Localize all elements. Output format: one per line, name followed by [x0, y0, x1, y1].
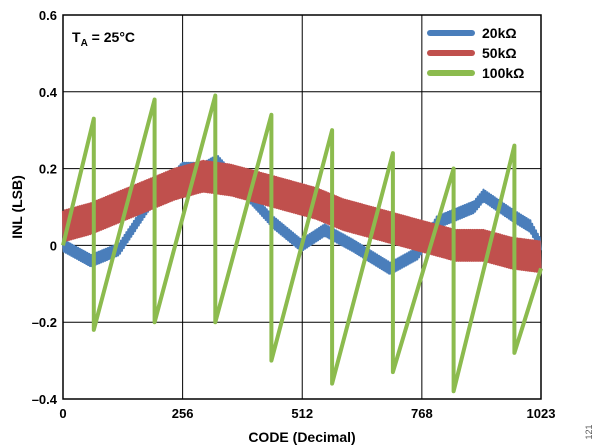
series-line — [61, 93, 543, 394]
series-2 — [61, 159, 542, 274]
x-tick-label: 1023 — [527, 406, 556, 421]
x-tick-label: 256 — [172, 406, 194, 421]
y-tick-label: 0.4 — [39, 85, 58, 100]
series-layer — [61, 93, 543, 394]
y-tick-label: 0.6 — [39, 8, 57, 23]
legend-label: 20kΩ — [482, 25, 517, 41]
legend-label: 50kΩ — [482, 45, 517, 61]
y-axis-title: INL (LSB) — [9, 175, 25, 239]
y-tick-labels: –0.4 –0.2 0 0.2 0.4 0.6 — [32, 8, 58, 407]
x-tick-label: 0 — [59, 406, 66, 421]
temperature-annotation: TA = 25°C — [72, 29, 135, 49]
x-tick-label: 768 — [411, 406, 433, 421]
figure-id: 121 — [584, 424, 594, 439]
x-tick-labels: 0 256 512 768 1023 — [59, 406, 555, 421]
y-tick-label: –0.2 — [32, 315, 57, 330]
y-tick-label: –0.4 — [32, 392, 58, 407]
y-tick-label: 0.2 — [39, 162, 57, 177]
y-tick-label: 0 — [50, 238, 57, 253]
x-tick-label: 512 — [291, 406, 313, 421]
legend: 20kΩ 50kΩ 100kΩ — [427, 25, 524, 81]
x-axis-title: CODE (Decimal) — [248, 429, 355, 445]
annotation-sub: A — [81, 38, 88, 49]
series-line — [61, 159, 542, 274]
annotation-main: T — [72, 29, 81, 45]
legend-label: 100kΩ — [482, 65, 524, 81]
annotation-rest: = 25°C — [88, 29, 135, 45]
series-3 — [61, 93, 543, 394]
